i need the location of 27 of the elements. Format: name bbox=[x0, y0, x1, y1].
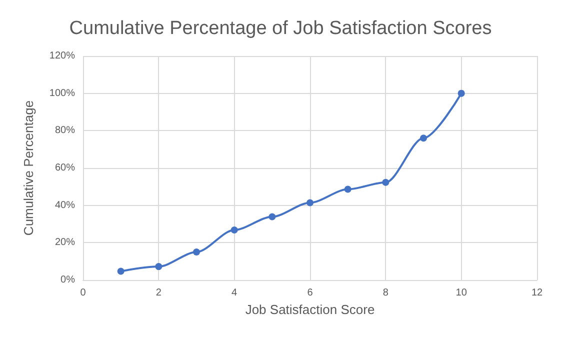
x-tick-label: 12 bbox=[531, 288, 543, 298]
chart-title: Cumulative Percentage of Job Satisfaction Scores bbox=[69, 18, 492, 39]
point bbox=[155, 263, 162, 270]
x-tick-label: 10 bbox=[456, 288, 468, 298]
x-tick-label: 0 bbox=[80, 288, 86, 298]
point bbox=[420, 134, 427, 142]
point bbox=[344, 186, 352, 193]
point bbox=[230, 226, 238, 234]
point bbox=[117, 268, 124, 275]
point bbox=[306, 199, 314, 206]
y-axis-title: Cumulative Percentage bbox=[21, 100, 36, 236]
y-tick-label: 100% bbox=[49, 88, 76, 99]
y-tick-label: 80% bbox=[54, 125, 76, 136]
y-tick-label: 20% bbox=[54, 237, 76, 248]
x-tick-label: 8 bbox=[382, 288, 389, 298]
x-tick-label: 2 bbox=[156, 288, 162, 298]
x-axis-title: Job Satisfaction Score bbox=[245, 302, 375, 317]
x-tick-label: 6 bbox=[307, 288, 314, 298]
point bbox=[382, 178, 390, 186]
point bbox=[193, 248, 200, 256]
x-tick-label: 4 bbox=[232, 288, 238, 298]
point bbox=[268, 213, 276, 220]
y-tick-label: 120% bbox=[49, 50, 76, 62]
point bbox=[458, 90, 465, 97]
y-tick-label: 40% bbox=[54, 200, 76, 211]
y-tick-label: 60% bbox=[54, 162, 76, 174]
y-tick-label: 0% bbox=[60, 274, 76, 286]
